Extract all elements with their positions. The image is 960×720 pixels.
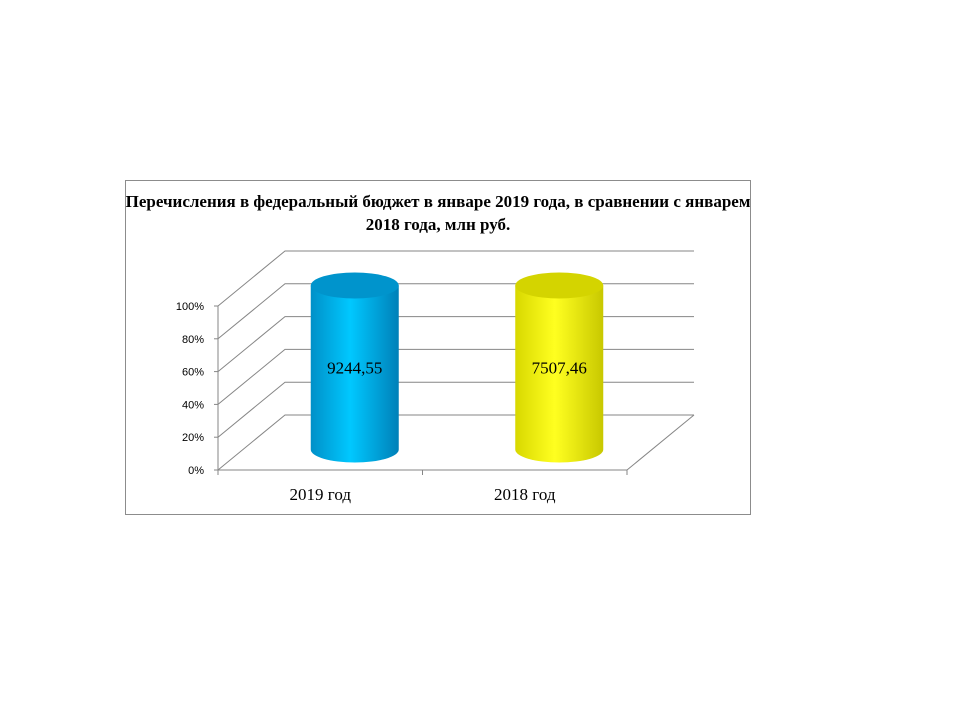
bar-2-body [515,285,604,463]
chart-title: Перечисления в федеральный бюджет в янва… [125,192,751,234]
x-axis [218,414,695,471]
y-tick-label: 20% [182,432,204,444]
bar-1-top [310,272,399,299]
gridline [217,381,694,438]
data-label: 7507,46 [532,359,587,378]
gridline [217,414,694,471]
y-tick-label: 100% [176,301,204,313]
chart-frame [125,180,751,515]
y-tick-label: 0% [188,465,204,477]
gridline [217,348,694,405]
y-tick-label: 60% [182,367,204,379]
bar-2-top [515,272,604,299]
gridline [217,316,694,372]
x-tick-label: 2018 год [494,485,556,504]
data-label: 9244,55 [327,359,382,378]
x-tick-label: 2019 год [290,485,352,504]
gridline [217,250,694,307]
y-tick-label: 40% [182,399,204,411]
y-tick-label: 80% [182,334,204,346]
bar-1-body [310,285,399,463]
gridline [217,283,694,340]
